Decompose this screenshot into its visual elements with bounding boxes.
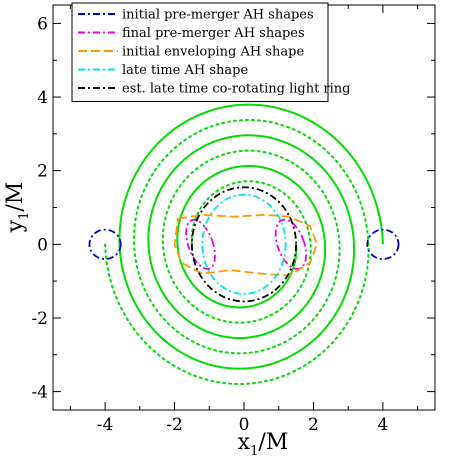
legend-box xyxy=(71,2,329,102)
x-tick-label: 2 xyxy=(308,415,319,435)
legend-label-late-time-ah-shape: late time AH shape xyxy=(122,63,248,78)
y-tick-label: 6 xyxy=(37,14,48,34)
y-axis-label: y1/M xyxy=(3,182,32,234)
initial-pre-merger-ah-shapes-1 xyxy=(366,228,400,260)
y-tick-label: -4 xyxy=(31,383,48,403)
x-axis-label: x1/M xyxy=(238,430,289,457)
legend-label-initial-enveloping-ah-shape: initial enveloping AH shape xyxy=(122,45,304,60)
legend-label-initial-pre-merger-ah-shapes: initial pre-merger AH shapes xyxy=(122,8,314,23)
late-time-ah-shape-0 xyxy=(201,193,287,295)
y-tick-label: -2 xyxy=(31,309,48,329)
x-tick-label: -2 xyxy=(166,415,183,435)
final-pre-merger-ah-shapes-0 xyxy=(185,218,216,270)
y-tick-label: 2 xyxy=(37,162,48,182)
initial-pre-merger-ah-shapes-0 xyxy=(88,228,122,260)
x-tick-label: -4 xyxy=(97,415,114,435)
x-tick-label: 4 xyxy=(377,415,388,435)
x-tick-label: 0 xyxy=(239,415,250,435)
legend: initial pre-merger AH shapes final pre-me… xyxy=(71,2,351,102)
initial-enveloping-ah-shape xyxy=(173,213,318,277)
y-tick-label: 0 xyxy=(37,235,48,255)
est-late-time-co-rotating-light-ring-0 xyxy=(191,186,297,303)
legend-label-est-late-time-co-rotating-light-ring: est. late time co-rotating light ring xyxy=(122,82,351,97)
legend-label-final-pre-merger-ah-shapes: final pre-merger AH shapes xyxy=(122,26,305,41)
y-tick-label: 4 xyxy=(37,88,48,108)
orbit-track-6 xyxy=(104,118,370,386)
orbit-track-5 xyxy=(118,103,384,370)
